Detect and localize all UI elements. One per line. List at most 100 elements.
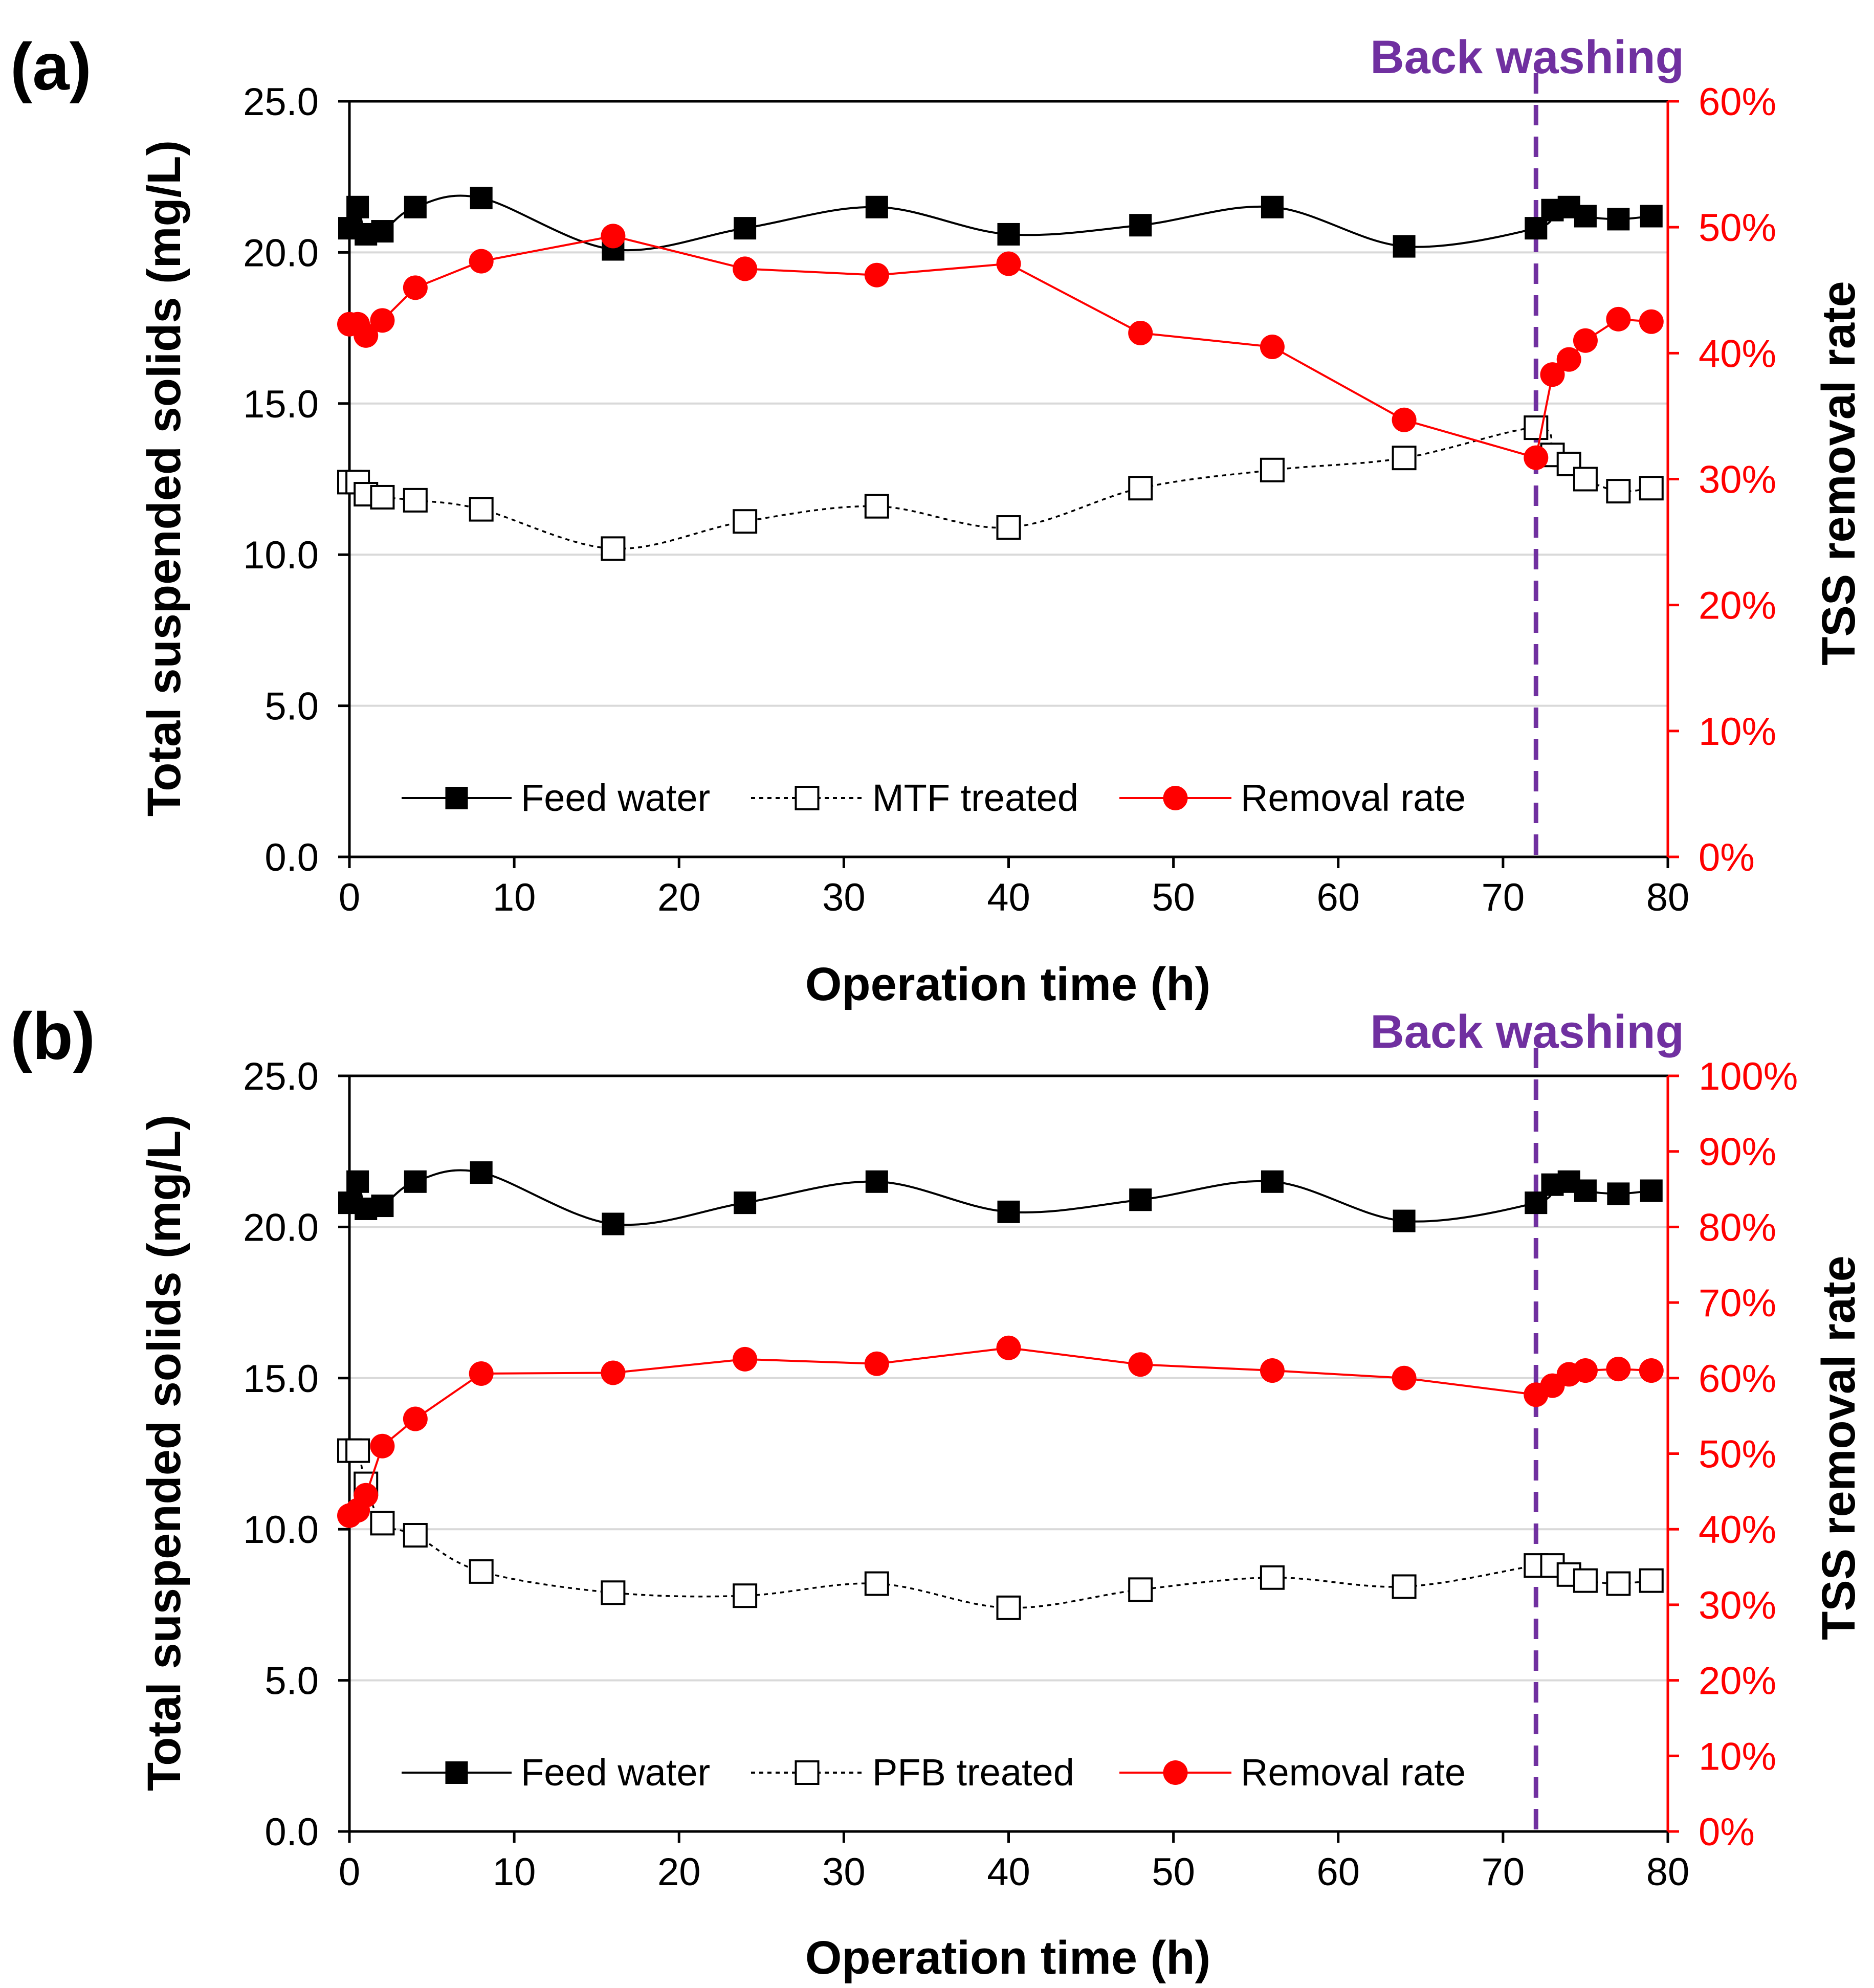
- y2-tick-label-a-1: 10%: [1699, 710, 1776, 754]
- data-point-b-0-11: [1261, 1170, 1284, 1193]
- x-tick-label-a-1: 10: [493, 876, 536, 919]
- x-tick-label-b-0: 0: [339, 1850, 360, 1894]
- data-point-a-1-11: [1260, 457, 1285, 482]
- legend-marker-a-2: [1163, 786, 1188, 810]
- data-point-a-2-2: [354, 323, 379, 348]
- data-point-a-1-18: [1639, 476, 1664, 501]
- data-point-a-0-11: [1261, 195, 1284, 218]
- x-tick-label-a-8: 80: [1646, 876, 1690, 919]
- data-point-a-0-17: [1607, 208, 1630, 231]
- data-point-a-0-12: [1393, 235, 1416, 258]
- data-point-b-0-5: [470, 1161, 493, 1184]
- data-point-b-0-18: [1640, 1179, 1663, 1202]
- data-point-a-2-5: [469, 249, 494, 274]
- data-point-a-1-3: [370, 484, 395, 510]
- data-point-a-1-16: [1573, 467, 1598, 492]
- data-point-b-1-4: [403, 1523, 428, 1548]
- data-point-a-1-10: [1128, 476, 1153, 501]
- data-point-b-1-9: [996, 1595, 1021, 1620]
- data-point-b-2-9: [996, 1335, 1021, 1360]
- data-point-a-2-10: [1128, 320, 1153, 345]
- data-point-b-1-1: [345, 1438, 370, 1463]
- data-point-b-0-7: [734, 1191, 757, 1214]
- data-point-a-2-16: [1573, 328, 1598, 353]
- data-point-a-1-12: [1392, 446, 1417, 471]
- y2-tick-label-a-0: 0%: [1699, 836, 1755, 879]
- legend-label-b-2: Removal rate: [1241, 1751, 1466, 1794]
- data-point-b-2-5: [469, 1361, 494, 1386]
- x-tick-label-b-8: 80: [1646, 1850, 1690, 1894]
- x-tick-label-b-1: 10: [493, 1850, 536, 1894]
- y2-tick-label-a-2: 20%: [1699, 584, 1776, 628]
- x-tick-label-b-5: 50: [1152, 1850, 1195, 1894]
- y-tick-label-a-4: 20.0: [243, 231, 319, 275]
- legend-label-a-2: Removal rate: [1241, 777, 1466, 819]
- y2-tick-label-b-8: 80%: [1699, 1206, 1776, 1249]
- data-point-a-1-4: [403, 488, 428, 513]
- data-point-a-2-7: [733, 256, 758, 281]
- data-point-a-1-5: [469, 497, 494, 522]
- y2-tick-label-b-0: 0%: [1699, 1810, 1755, 1854]
- data-point-b-1-3: [370, 1511, 395, 1536]
- y-tick-label-b-3: 15.0: [243, 1357, 319, 1401]
- data-point-b-1-18: [1639, 1568, 1664, 1593]
- data-point-b-1-10: [1128, 1577, 1153, 1602]
- legend-b: Feed water PFB treated Removal rate: [521, 1751, 1466, 1794]
- y-tick-label-b-1: 5.0: [264, 1660, 319, 1703]
- y-tick-label-a-1: 5.0: [264, 685, 319, 728]
- y-tick-label-b-5: 25.0: [243, 1055, 319, 1098]
- legend-marker-a-0: [445, 787, 468, 809]
- legend-marker-b-1: [795, 1760, 820, 1785]
- data-point-a-0-16: [1574, 205, 1597, 228]
- data-point-b-1-5: [469, 1559, 494, 1584]
- data-point-b-2-10: [1128, 1352, 1153, 1377]
- data-point-a-2-13: [1524, 445, 1549, 470]
- legend-label-b-0: Feed water: [521, 1751, 710, 1794]
- y-axis-title-a: Total suspended solids (mg/L): [138, 140, 190, 816]
- backwash-label-b: Back washing: [1370, 1006, 1684, 1058]
- y2-tick-label-b-7: 70%: [1699, 1282, 1776, 1325]
- data-point-a-1-8: [864, 494, 889, 519]
- series-line-b-1: [349, 1447, 1651, 1609]
- series-line-b-2: [348, 1346, 1651, 1517]
- data-point-a-2-12: [1392, 407, 1417, 432]
- data-point-b-2-7: [733, 1346, 758, 1372]
- data-point-a-2-15: [1556, 347, 1581, 372]
- data-point-a-0-7: [734, 217, 757, 240]
- y2-axis-title-b: TSS removal rate: [1813, 1255, 1865, 1640]
- data-point-b-0-9: [997, 1200, 1020, 1223]
- y2-axis-title-a: TSS removal rate: [1813, 281, 1865, 666]
- data-point-b-1-7: [733, 1583, 758, 1608]
- panel-b: (b) Operation time (h) Total suspended s…: [10, 999, 1865, 1984]
- data-point-b-0-1: [346, 1170, 369, 1193]
- y2-tick-label-b-2: 20%: [1699, 1660, 1776, 1703]
- data-point-a-2-17: [1606, 306, 1631, 332]
- data-point-a-1-6: [601, 536, 626, 561]
- y2-tick-label-b-3: 30%: [1699, 1584, 1776, 1627]
- panel-label-a: (a): [10, 29, 92, 104]
- y-tick-label-b-0: 0.0: [264, 1810, 319, 1854]
- x-axis-title-b: Operation time (h): [805, 1932, 1210, 1984]
- legend-marker-b-0: [445, 1761, 468, 1784]
- panel-label-b: (b): [10, 999, 95, 1073]
- data-point-b-1-17: [1606, 1571, 1631, 1596]
- data-point-b-2-12: [1392, 1365, 1417, 1390]
- data-point-b-0-12: [1393, 1209, 1416, 1232]
- x-tick-label-a-2: 20: [657, 876, 701, 919]
- data-point-a-0-9: [997, 223, 1020, 246]
- data-point-a-0-18: [1640, 205, 1663, 228]
- y-tick-label-a-5: 25.0: [243, 80, 319, 124]
- y2-tick-label-a-6: 60%: [1699, 80, 1776, 124]
- y2-tick-label-a-3: 30%: [1699, 458, 1776, 502]
- data-point-a-1-17: [1606, 479, 1631, 504]
- data-point-a-0-4: [404, 195, 427, 218]
- data-point-b-2-4: [403, 1406, 428, 1431]
- y-axis-title-b: Total suspended solids (mg/L): [138, 1115, 190, 1791]
- data-point-b-0-8: [865, 1170, 888, 1193]
- legend-label-a-0: Feed water: [521, 777, 710, 819]
- y-tick-label-a-0: 0.0: [264, 836, 319, 879]
- data-point-b-2-2: [354, 1483, 379, 1508]
- data-point-b-2-17: [1606, 1357, 1631, 1382]
- x-axis-title-a: Operation time (h): [805, 958, 1210, 1010]
